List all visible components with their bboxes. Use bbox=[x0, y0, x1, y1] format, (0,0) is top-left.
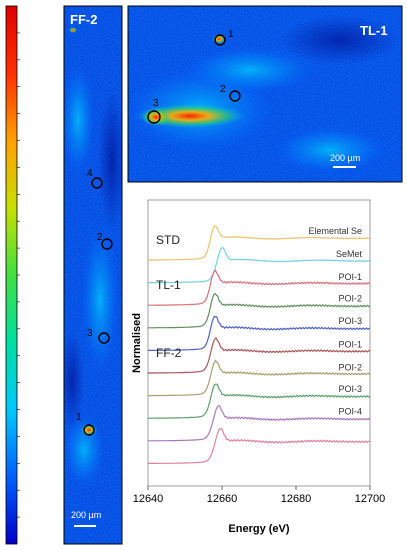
spectrum-trace bbox=[148, 383, 371, 419]
trace-label: POI-3 bbox=[338, 384, 362, 394]
colorbar-fill bbox=[5, 5, 18, 545]
spectrum-trace bbox=[148, 359, 371, 397]
ff2-poi-4-label: 4 bbox=[87, 168, 93, 179]
tl1-hotspot bbox=[142, 108, 170, 126]
ff2-poi-2-circle bbox=[101, 238, 113, 250]
trace-label: SeMet bbox=[336, 249, 363, 259]
ff2-poi-1-circle bbox=[83, 424, 95, 436]
tl1-poi-1-circle bbox=[214, 34, 226, 46]
ff2-hotspot bbox=[69, 27, 77, 33]
y-axis-title: Normalised bbox=[131, 313, 143, 373]
trace-label: POI-2 bbox=[338, 362, 362, 372]
ff2-poi-2-label: 2 bbox=[97, 232, 103, 243]
spectrum-trace bbox=[148, 293, 371, 329]
trace-label: POI-4 bbox=[338, 407, 362, 417]
ff2-light-region bbox=[80, 220, 120, 380]
spectrum-trace bbox=[148, 269, 371, 306]
tl1-poi-3-circle bbox=[147, 110, 161, 124]
xanes-chart: 12640 12660 12680 12700 Elemental Se SeMet PO… bbox=[131, 199, 386, 535]
ff2-poi-1-label: 1 bbox=[76, 412, 82, 423]
spectrum-trace bbox=[148, 405, 371, 442]
x-axis-title: Energy (eV) bbox=[228, 523, 289, 535]
group-label: STD bbox=[156, 233, 180, 247]
ff2-map-panel: FF-2 4 2 3 1 200 µm bbox=[63, 5, 123, 545]
group-label: TL-1 bbox=[156, 278, 181, 292]
tl1-map-panel: TL-1 1 2 3 200 µm bbox=[127, 5, 403, 183]
tl1-poi-3-label: 3 bbox=[153, 98, 159, 109]
spectrum-trace bbox=[148, 337, 371, 374]
spectrum-trace bbox=[148, 246, 371, 284]
ff2-poi-4-circle bbox=[91, 177, 103, 189]
trace-label: POI-1 bbox=[338, 340, 362, 350]
ff2-title: FF-2 bbox=[70, 12, 97, 27]
trace-labels: Elemental Se SeMet POI-1 POI-2 POI-3 POI-1 POI… bbox=[308, 226, 362, 417]
spectrum-trace bbox=[148, 315, 371, 351]
colorbar-ticks bbox=[17, 32, 20, 518]
tl1-poi-2-label: 2 bbox=[220, 84, 226, 95]
spectra-traces bbox=[148, 225, 371, 464]
colorbar bbox=[5, 5, 20, 545]
x-tick-label: 12680 bbox=[281, 493, 312, 505]
group-label: FF-2 bbox=[156, 346, 182, 360]
x-tick-label: 12700 bbox=[355, 493, 386, 505]
group-labels: STD TL-1 FF-2 bbox=[156, 233, 182, 360]
tl1-light-region bbox=[270, 125, 390, 175]
tl1-poi-2-circle bbox=[229, 90, 241, 102]
tl1-scale-label: 200 µm bbox=[330, 153, 360, 163]
spectrum-trace bbox=[148, 225, 371, 261]
tl1-light-region bbox=[180, 45, 320, 95]
trace-label: POI-2 bbox=[338, 294, 362, 304]
tl1-poi-1-label: 1 bbox=[228, 29, 234, 40]
ff2-scale-label: 200 µm bbox=[71, 510, 101, 520]
spectrum-trace bbox=[148, 427, 371, 464]
trace-label: Elemental Se bbox=[308, 226, 362, 236]
ff2-light-region bbox=[64, 60, 96, 180]
tl1-map-border bbox=[127, 5, 403, 183]
x-tick-label: 12640 bbox=[133, 493, 164, 505]
tl1-title: TL-1 bbox=[360, 23, 387, 38]
ff2-poi-3-label: 3 bbox=[87, 328, 93, 339]
ff2-map-border bbox=[63, 5, 123, 545]
ff2-dark-region bbox=[64, 330, 84, 430]
trace-label: POI-1 bbox=[338, 272, 362, 282]
tl1-dark-region bbox=[280, 15, 400, 65]
ff2-poi-3-circle bbox=[98, 332, 110, 344]
x-tick-label: 12660 bbox=[207, 493, 238, 505]
plot-frame bbox=[147, 199, 371, 487]
ff2-dark-region bbox=[98, 90, 122, 230]
trace-label: POI-3 bbox=[338, 316, 362, 326]
x-axis-ticks: 12640 12660 12680 12700 bbox=[133, 486, 386, 505]
